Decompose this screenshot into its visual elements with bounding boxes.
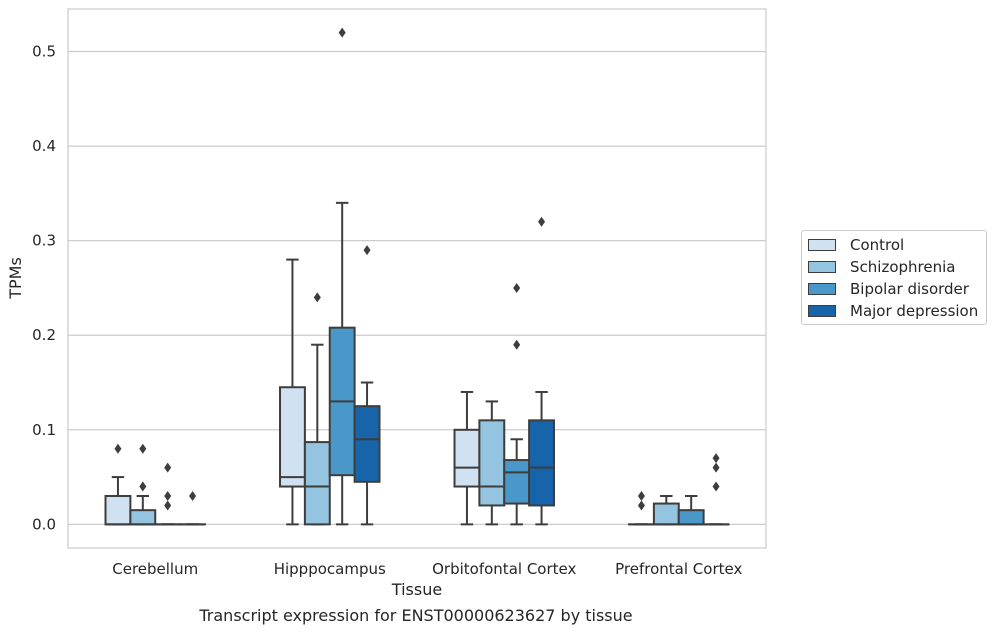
box-major-depression-orbitofontal-cortex bbox=[528, 216, 555, 526]
y-axis-label: TPMs bbox=[6, 257, 25, 300]
legend-swatch-major-depression bbox=[808, 305, 836, 317]
legend-label-major-depression: Major depression bbox=[850, 302, 979, 320]
box-control-orbitofontal-cortex bbox=[453, 390, 481, 526]
outlier-point bbox=[313, 292, 321, 303]
box-iqr bbox=[478, 419, 506, 507]
box-bipolar-disorder-hipppocampus bbox=[328, 27, 356, 526]
outlier-point bbox=[164, 490, 172, 501]
y-tick-label: 0.5 bbox=[32, 43, 56, 61]
box-iqr bbox=[453, 428, 481, 488]
y-tick-label: 0.4 bbox=[32, 137, 56, 155]
x-tick-label: Hipppocampus bbox=[274, 560, 386, 578]
box-iqr bbox=[279, 386, 306, 488]
y-tick-label: 0.2 bbox=[32, 326, 56, 344]
legend-label-schizophrenia: Schizophrenia bbox=[850, 258, 956, 276]
outlier-point bbox=[513, 282, 521, 293]
box-schizophrenia-orbitofontal-cortex bbox=[478, 400, 506, 526]
grid-lines bbox=[68, 50, 766, 525]
box-iqr bbox=[677, 509, 705, 526]
box-bipolar-disorder-cerebellum bbox=[154, 462, 182, 526]
box-control-hipppocampus bbox=[279, 258, 306, 526]
x-axis-label: Tissue bbox=[391, 580, 442, 599]
box-bipolar-disorder-orbitofontal-cortex bbox=[503, 282, 531, 526]
outlier-point bbox=[164, 500, 172, 511]
box-iqr bbox=[528, 419, 555, 507]
box-schizophrenia-prefrontal-cortex bbox=[652, 494, 680, 526]
outlier-point bbox=[114, 443, 122, 454]
y-axis-ticks: 0.0 0.1 0.2 0.3 0.4 0.5 bbox=[32, 43, 56, 534]
box-iqr bbox=[303, 441, 331, 526]
legend-swatch-bipolar-disorder bbox=[808, 283, 836, 295]
x-tick-label: Orbitofontal Cortex bbox=[432, 560, 576, 578]
outlier-point bbox=[637, 490, 645, 501]
box-iqr bbox=[652, 502, 680, 526]
x-tick-label: Cerebellum bbox=[112, 560, 198, 578]
outlier-point bbox=[538, 216, 546, 227]
box-bipolar-disorder-prefrontal-cortex bbox=[677, 494, 705, 526]
box-iqr bbox=[353, 405, 381, 483]
x-tick-label: Prefrontal Cortex bbox=[615, 560, 742, 578]
outlier-point bbox=[712, 481, 720, 492]
figure-caption: Transcript expression for ENST0000062362… bbox=[199, 606, 633, 625]
legend-item-bipolar-disorder: Bipolar disorder bbox=[808, 279, 969, 299]
plot-area-frame bbox=[67, 8, 767, 549]
box-control-cerebellum bbox=[104, 443, 132, 526]
box-iqr bbox=[104, 494, 132, 526]
outlier-point bbox=[139, 481, 147, 492]
legend-label-bipolar-disorder: Bipolar disorder bbox=[850, 280, 969, 298]
legend-swatch-schizophrenia bbox=[808, 261, 836, 273]
box-schizophrenia-hipppocampus bbox=[303, 292, 331, 526]
box-schizophrenia-cerebellum bbox=[129, 443, 157, 526]
box-iqr bbox=[503, 459, 531, 505]
y-tick-label: 0.1 bbox=[32, 421, 56, 439]
outlier-point bbox=[338, 27, 346, 38]
legend-label-control: Control bbox=[850, 236, 905, 254]
box-major-depression-prefrontal-cortex bbox=[702, 453, 730, 526]
outlier-point bbox=[637, 500, 645, 511]
outlier-point bbox=[139, 443, 147, 454]
box-major-depression-cerebellum bbox=[179, 490, 206, 526]
outlier-point bbox=[712, 453, 720, 464]
y-tick-label: 0.0 bbox=[32, 515, 56, 533]
y-tick-label: 0.3 bbox=[32, 232, 56, 250]
legend-item-control: Control bbox=[808, 235, 904, 255]
box-series bbox=[104, 27, 730, 526]
box-iqr bbox=[129, 509, 157, 526]
legend-item-schizophrenia: Schizophrenia bbox=[808, 257, 955, 277]
box-control-prefrontal-cortex bbox=[628, 490, 655, 526]
legend-item-major-depression: Major depression bbox=[808, 301, 978, 321]
outlier-point bbox=[164, 462, 172, 473]
outlier-point bbox=[712, 462, 720, 473]
legend: Control Schizophrenia Bipolar disorder M… bbox=[801, 230, 987, 325]
legend-swatch-control bbox=[808, 239, 836, 251]
x-axis-ticks: Cerebellum Hipppocampus Orbitofontal Corte… bbox=[112, 560, 742, 578]
box-major-depression-hipppocampus bbox=[353, 245, 381, 526]
outlier-point bbox=[189, 490, 197, 501]
outlier-point bbox=[363, 245, 371, 256]
outlier-point bbox=[513, 339, 521, 350]
